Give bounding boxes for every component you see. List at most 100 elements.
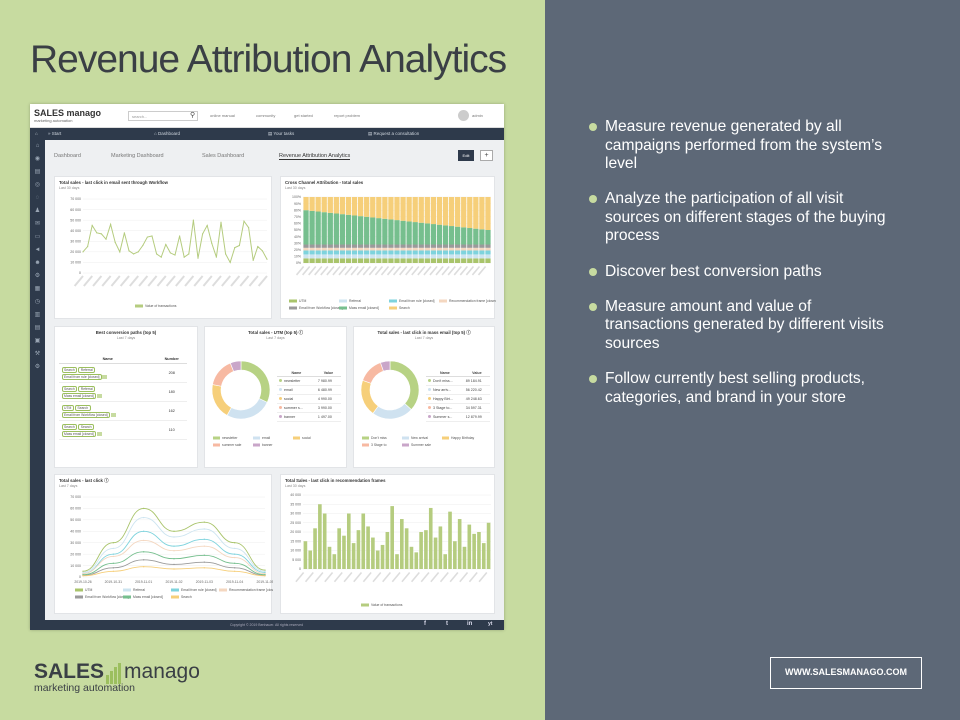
tab-sales-dashboard[interactable]: Sales Dashboard: [202, 153, 245, 159]
stacked-bar-segment: [321, 254, 327, 259]
info-icon[interactable]: ⓘ: [104, 478, 109, 483]
x-tick-label: [193, 275, 204, 287]
x-tick-label: [374, 266, 384, 276]
stacked-bar-segment: [339, 254, 346, 259]
y-tick-label: 40 000: [70, 229, 81, 233]
info-icon[interactable]: ⓘ: [466, 330, 471, 335]
data-point: [173, 568, 175, 570]
target-icon[interactable]: ◎: [34, 182, 41, 188]
nav-dashboard[interactable]: ⌂ Dashboard: [154, 131, 180, 136]
stacked-bar-segment: [448, 250, 455, 255]
link-report-problem[interactable]: report problem: [334, 113, 361, 118]
tab-revenue-attribution[interactable]: Revenue Attribution Analytics: [279, 153, 351, 160]
monitor-icon[interactable]: ▭: [34, 234, 41, 240]
legend-swatch: [402, 443, 409, 447]
add-widget-button[interactable]: +: [480, 150, 493, 161]
legend-swatch: [402, 436, 409, 440]
stacked-bar-segment: [376, 250, 382, 255]
link-get-started[interactable]: get started: [294, 113, 313, 118]
stacked-bar-segment: [467, 247, 473, 251]
bar: [404, 528, 409, 569]
stacked-bar-segment: [406, 244, 412, 248]
stacked-bar-segment: [412, 244, 418, 248]
megaphone-icon[interactable]: ◄: [34, 247, 41, 253]
gear-icon[interactable]: ⚙: [34, 273, 41, 279]
expand-icon[interactable]: [102, 374, 108, 379]
stacked-bar-segment: [467, 244, 473, 248]
book-icon[interactable]: ▣: [34, 338, 41, 344]
nav-request-consultation[interactable]: ▤ Request a consultation: [368, 131, 420, 136]
expand-icon[interactable]: [96, 431, 102, 436]
panel-last-click-sales: Total sales - last click ⓘ Last 7 days 7…: [54, 474, 273, 614]
message-icon[interactable]: ✉: [34, 221, 41, 227]
link-community[interactable]: community: [256, 113, 276, 118]
document-icon[interactable]: ▤: [34, 325, 41, 331]
stacked-bar-segment: [327, 247, 333, 251]
stacked-bar-segment: [461, 244, 467, 248]
color-dot: [279, 415, 282, 418]
edit-button[interactable]: Edit: [458, 150, 474, 161]
stacked-bar-segment: [357, 258, 364, 263]
link-online-manual[interactable]: online manual: [210, 113, 235, 118]
clock-icon[interactable]: ◷: [34, 299, 41, 305]
path-number: 110: [156, 420, 187, 440]
stacked-bar-segment: [376, 244, 382, 248]
stacked-bar-segment: [400, 197, 406, 221]
website-link[interactable]: WWW.SALESMANAGO.COM: [770, 657, 922, 689]
search-input[interactable]: search...: [128, 111, 198, 121]
feature-item: Follow currently best selling products, …: [588, 370, 888, 407]
expand-icon[interactable]: [110, 412, 116, 417]
youtube-icon[interactable]: yt: [488, 621, 493, 627]
linkedin-icon[interactable]: in: [467, 621, 473, 627]
twitter-icon[interactable]: t: [446, 621, 448, 627]
user-name[interactable]: admin: [472, 113, 483, 118]
stacked-bar-segment: [461, 254, 467, 259]
bar: [443, 554, 448, 569]
calendar-icon[interactable]: ▥: [34, 312, 41, 318]
info-icon[interactable]: ⓘ: [298, 330, 303, 335]
home-icon[interactable]: ⌂: [35, 143, 40, 149]
group-icon[interactable]: ☻: [34, 260, 41, 266]
x-tick-label: [368, 266, 377, 276]
stacked-bar-segment: [370, 250, 376, 255]
stacked-bar-segment: [382, 197, 388, 219]
col-name: Name: [277, 369, 316, 377]
data-point: [165, 243, 167, 246]
chat-icon[interactable]: ◌: [35, 195, 40, 201]
path-number: 208: [156, 363, 187, 383]
stacked-bar-segment: [479, 258, 485, 263]
data-point: [203, 538, 206, 540]
app-logo[interactable]: SALES manago marketing automation: [34, 108, 102, 123]
avatar[interactable]: [458, 110, 469, 121]
tab-dashboard[interactable]: Dashboard: [54, 153, 81, 159]
home-icon[interactable]: ⌂: [35, 131, 38, 136]
data-point: [203, 561, 206, 563]
users-icon[interactable]: ♟: [34, 208, 41, 214]
x-tick-label: [324, 572, 334, 583]
x-tick-label: [221, 275, 231, 287]
factory-icon[interactable]: ▦: [34, 286, 41, 292]
stacked-bar-segment: [467, 258, 473, 263]
search-icon[interactable]: ⚲: [190, 112, 196, 119]
y-tick-label: 20 000: [70, 250, 81, 254]
stacked-bar-segment: [430, 254, 437, 259]
tab-marketing-dashboard[interactable]: Marketing Dashboard: [111, 153, 164, 159]
data-point: [173, 550, 175, 552]
row-name: Summer s...: [426, 412, 464, 422]
color-dot: [428, 388, 431, 391]
nav-start[interactable]: » Start: [48, 131, 62, 136]
workflow-line-chart: 70 000 60 000 50 000 40 000 30 000 20 000 10 0…: [70, 197, 268, 308]
stacked-bar-segment: [473, 247, 479, 251]
x-tick-label: [138, 275, 149, 287]
stacked-bar-segment: [309, 254, 315, 259]
facebook-icon[interactable]: f: [424, 621, 426, 627]
nav-your-tasks[interactable]: ▤ Your tasks: [268, 131, 295, 136]
x-tick-label: [147, 275, 158, 287]
card-icon[interactable]: ▤: [34, 169, 41, 175]
settings-icon[interactable]: ⚙: [34, 364, 41, 370]
eye-icon[interactable]: ◉: [34, 156, 41, 162]
feature-item: Measure revenue generated by all campaig…: [588, 118, 888, 174]
wrench-icon[interactable]: ⚒: [34, 351, 41, 357]
stacked-bar-segment: [418, 247, 424, 251]
expand-icon[interactable]: [96, 393, 102, 398]
